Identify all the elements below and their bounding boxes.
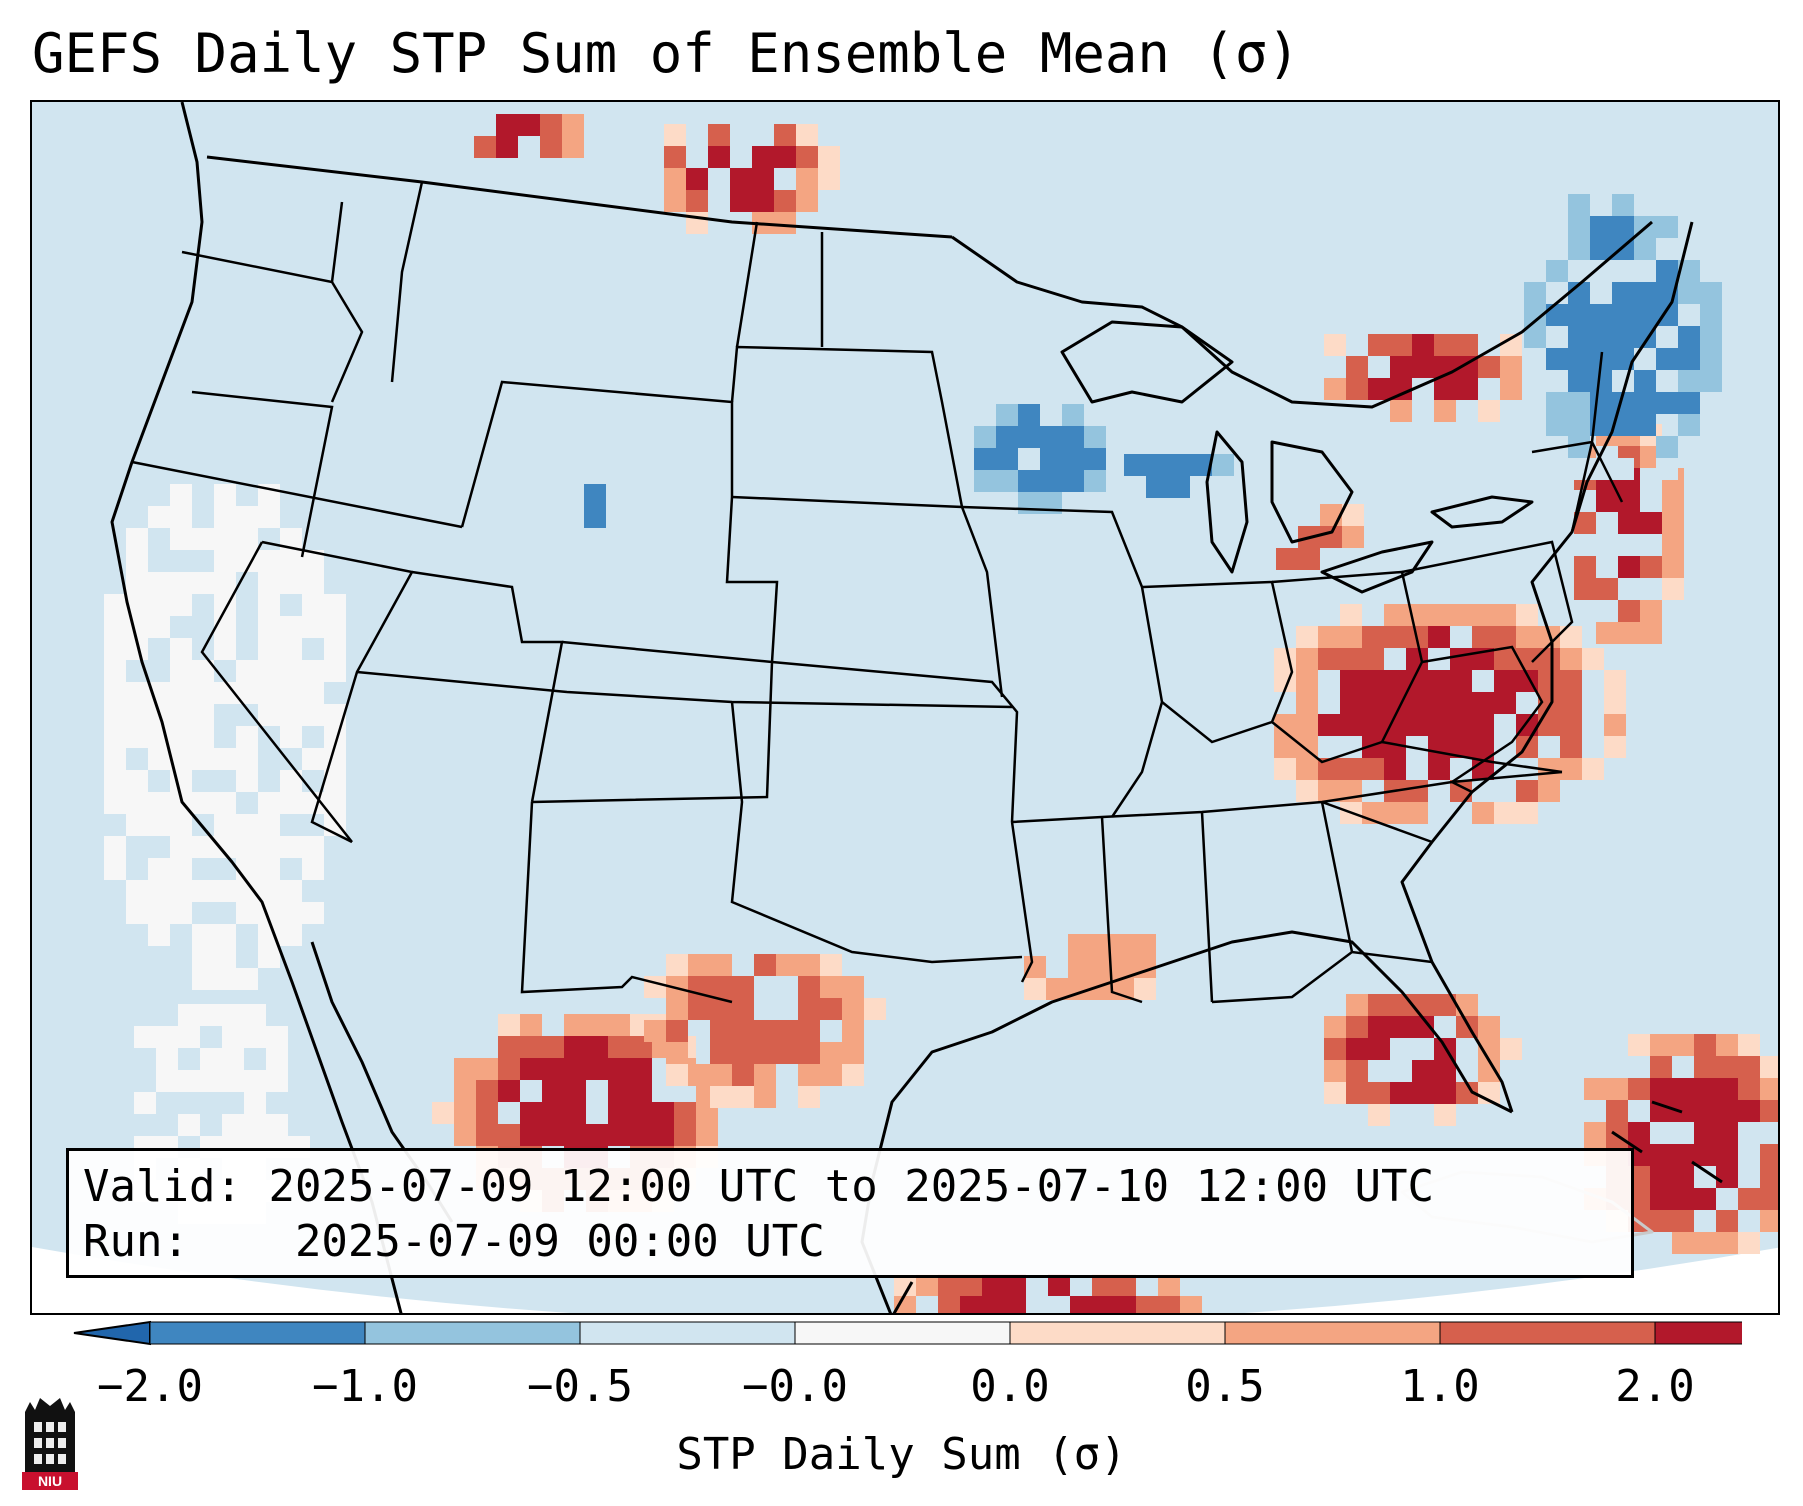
colorbar-tick-label: −0.0 <box>742 1361 848 1412</box>
colorbar-tick-label: 0.0 <box>970 1361 1050 1412</box>
colorbar-tick-label: −1.0 <box>312 1361 418 1412</box>
state-borders <box>131 181 1624 1004</box>
map-canvas <box>32 102 1778 1313</box>
colorbar-segment <box>579 1321 796 1345</box>
map-panel <box>30 100 1780 1315</box>
colorbar-tick-label: 0.5 <box>1185 1361 1265 1412</box>
colorbar-segment <box>1439 1321 1656 1345</box>
colorbar <box>73 1320 1742 1346</box>
colorbar-segment <box>1224 1321 1441 1345</box>
colorbar-tick-label: 1.0 <box>1400 1361 1480 1412</box>
niu-logo: NIU <box>22 1398 78 1490</box>
colorbar-segment <box>1654 1321 1742 1345</box>
colorbar-segment <box>794 1321 1011 1345</box>
colorbar-segment <box>149 1321 366 1345</box>
colorbar-under-extension <box>73 1320 151 1346</box>
colorbar-segment <box>364 1321 581 1345</box>
colorbar-label: STP Daily Sum (σ) <box>676 1429 1127 1480</box>
chart-title: GEFS Daily STP Sum of Ensemble Mean (σ) <box>32 22 1300 85</box>
run-time: 2025-07-09 00:00 UTC <box>294 1216 825 1267</box>
colorbar-segments <box>73 1320 1742 1346</box>
valid-run-info-box: Valid: 2025-07-09 12:00 UTC to 2025-07-1… <box>66 1148 1634 1278</box>
run-label: Run: <box>83 1216 189 1267</box>
colorbar-tick-label: −0.5 <box>527 1361 633 1412</box>
colorbar-tick-label: 2.0 <box>1615 1361 1695 1412</box>
colorbar-tick-label: −2.0 <box>97 1361 203 1412</box>
logo-text: NIU <box>38 1473 62 1489</box>
valid-label: Valid: <box>83 1161 242 1212</box>
valid-time-range: 2025-07-09 12:00 UTC to 2025-07-10 12:00… <box>268 1161 1435 1212</box>
coastlines-and-borders <box>110 102 1723 1313</box>
colorbar-segment <box>1009 1321 1226 1345</box>
